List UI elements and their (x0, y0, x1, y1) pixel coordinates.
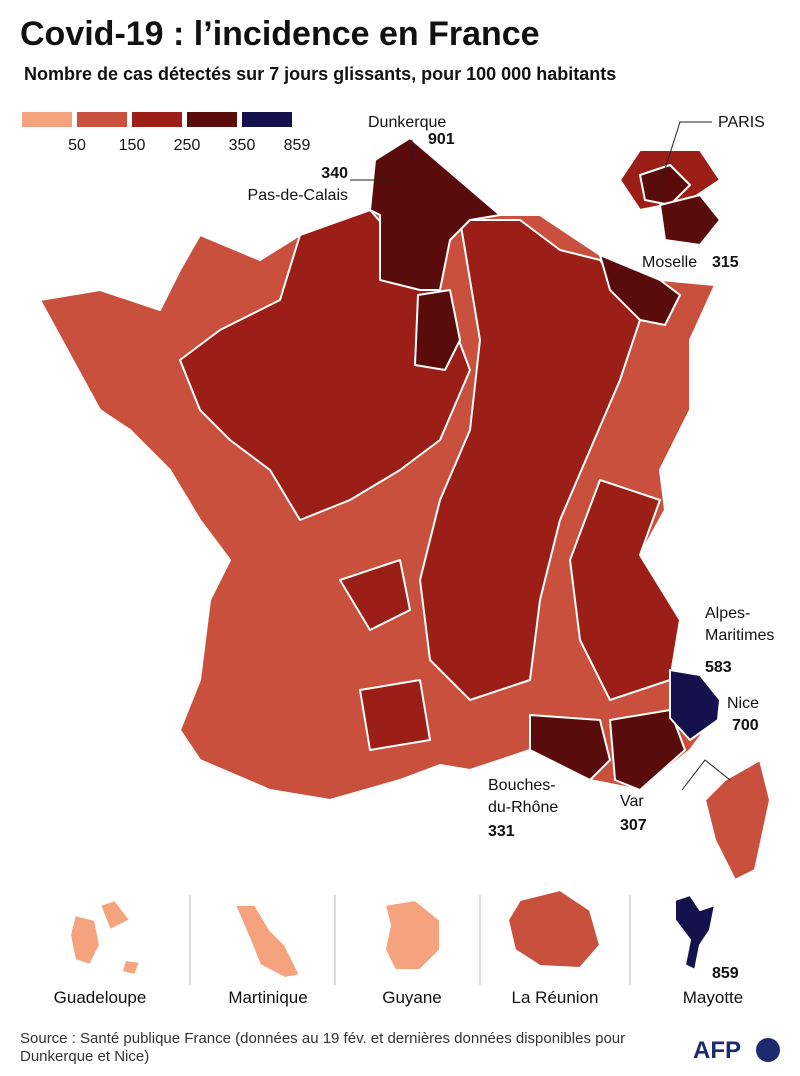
annotation-label: Alpes- (705, 605, 750, 622)
legend-swatch (22, 112, 72, 127)
overseas-shapes (69, 889, 716, 979)
annotation-label: Maritimes (705, 627, 774, 644)
paris-inset (619, 149, 721, 246)
legend-swatch (132, 112, 182, 127)
region (414, 289, 461, 371)
annotation-value: 700 (732, 717, 759, 734)
annotation-label: PARIS (718, 114, 765, 131)
region (609, 709, 686, 791)
overseas-separators (189, 895, 631, 985)
annotation-label: Moselle (642, 254, 697, 271)
annotation-value: 340 (321, 165, 348, 182)
territory-value: 859 (712, 965, 739, 982)
region (369, 137, 501, 291)
annotation-label: Var (620, 793, 644, 810)
annotation-value: 307 (620, 817, 647, 834)
region (639, 164, 691, 206)
region (659, 194, 721, 246)
annotation-label: Pas-de-Calais (248, 187, 348, 204)
title: Covid-19 : l’incidence en France (20, 15, 540, 53)
annotation-label: Dunkerque (368, 114, 446, 131)
legend-label: 350 (229, 137, 256, 154)
region (339, 559, 431, 751)
territory-label: La Réunion (512, 988, 599, 1007)
annotation-value: 331 (488, 823, 515, 840)
logo-dot (756, 1038, 780, 1062)
region (669, 669, 721, 741)
annotation-label: Nice (727, 695, 759, 712)
afp-logo: AFP (693, 1037, 780, 1064)
legend-swatch (77, 112, 127, 127)
region (419, 219, 641, 701)
region (704, 759, 771, 881)
subtitle: Nombre de cas détectés sur 7 jours gliss… (24, 64, 616, 84)
source-note: Source : Santé publique France (données … (20, 1030, 626, 1065)
legend-swatch (242, 112, 292, 127)
legend-label: 150 (119, 137, 146, 154)
region (599, 254, 681, 326)
leader-line (681, 759, 731, 791)
annotation-value: 901 (428, 131, 455, 148)
territory-label: Mayotte (683, 988, 743, 1007)
annotation-label: Bouches- (488, 777, 556, 794)
legend-label: 50 (68, 137, 86, 154)
territory (674, 894, 716, 971)
territory (69, 899, 141, 976)
leader-lines (350, 121, 731, 791)
legend: 50 150 250 350 859 (22, 112, 310, 154)
annotation-label: du-Rhône (488, 799, 558, 816)
territory (507, 889, 601, 969)
territory-label: Guadeloupe (54, 988, 147, 1007)
legend-label: 250 (174, 137, 201, 154)
mainland-map (39, 137, 771, 881)
annotation-value: 583 (705, 659, 732, 676)
legend-swatch (187, 112, 237, 127)
territory-label: Guyane (382, 988, 442, 1007)
territory-label: Martinique (228, 988, 307, 1007)
overseas-labels: Guadeloupe Martinique Guyane La Réunion Mayo… (54, 965, 744, 1007)
territory (384, 899, 441, 971)
region (529, 714, 611, 781)
legend-label: 859 (284, 137, 311, 154)
logo-text: AFP (693, 1037, 741, 1064)
leader-line (659, 121, 712, 186)
territory (234, 904, 301, 979)
annotation-value: 315 (712, 254, 739, 271)
